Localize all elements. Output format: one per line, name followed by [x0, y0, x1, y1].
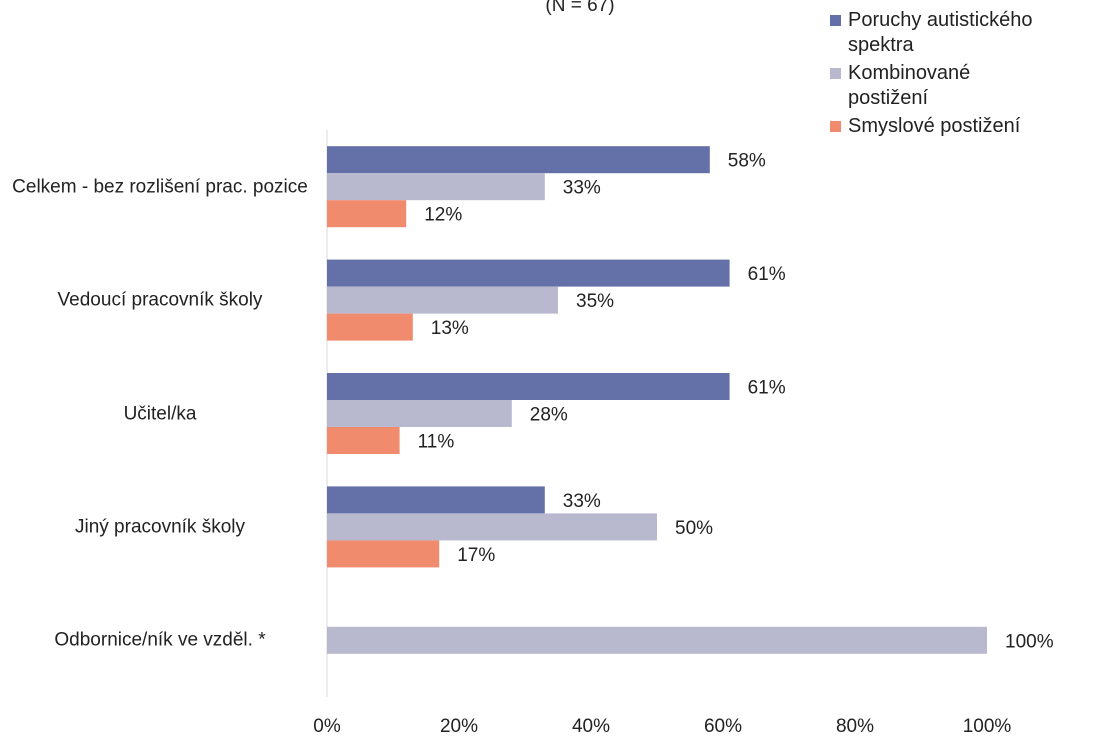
bar	[327, 400, 512, 427]
data-label: 61%	[748, 264, 786, 285]
chart-title: (N = 67)	[545, 0, 614, 16]
legend-entry: Kombinované postižení	[830, 61, 1038, 111]
bar	[327, 540, 440, 568]
data-label: 58%	[728, 151, 766, 172]
legend-swatch	[830, 15, 841, 26]
data-label: 35%	[576, 291, 614, 312]
y-tick-label: Jiný pracovník školy	[74, 516, 245, 538]
bar	[327, 313, 413, 341]
data-label: 12%	[424, 205, 462, 226]
bar	[327, 513, 657, 541]
x-tick-label: 40%	[572, 716, 610, 737]
bar	[327, 200, 407, 228]
bar	[327, 373, 730, 400]
x-tick-label: 80%	[836, 716, 874, 737]
legend-swatch	[830, 68, 841, 79]
legend-label: Poruchy autistického spektra	[848, 9, 1033, 56]
legend-label: Smyslové postižení	[848, 115, 1021, 137]
data-label: 50%	[675, 518, 713, 539]
bar	[327, 173, 545, 201]
data-label: 28%	[530, 405, 568, 426]
data-label: 33%	[563, 178, 601, 199]
bar	[327, 626, 987, 654]
legend-label: Kombinované postižení	[848, 62, 971, 109]
x-tick-label: 0%	[313, 716, 341, 737]
bar	[327, 259, 730, 287]
y-tick-label: Odbornice/ník ve vzděl. *	[54, 629, 266, 651]
data-label: 33%	[563, 491, 601, 512]
bar	[327, 146, 710, 174]
x-tick-label: 20%	[440, 716, 478, 737]
bar	[327, 427, 400, 454]
x-tick-label: 100%	[963, 716, 1012, 737]
y-tick-label: Učitel/ka	[123, 403, 197, 424]
y-tick-label: Celkem - bez rozlišení prac. pozice	[12, 176, 308, 198]
y-tick-label: Vedoucí pracovník školy	[57, 289, 263, 311]
data-label: 100%	[1005, 631, 1054, 652]
data-label: 17%	[457, 545, 495, 566]
data-label: 61%	[748, 378, 786, 399]
bar	[327, 286, 558, 314]
data-label: 13%	[431, 318, 469, 339]
bar	[327, 486, 545, 514]
legend-entry: Smyslové postižení	[830, 114, 1038, 139]
legend-swatch	[830, 121, 841, 132]
x-tick-label: 60%	[704, 716, 742, 737]
data-label: 11%	[418, 432, 455, 453]
legend-entry: Poruchy autistického spektra	[830, 8, 1038, 58]
